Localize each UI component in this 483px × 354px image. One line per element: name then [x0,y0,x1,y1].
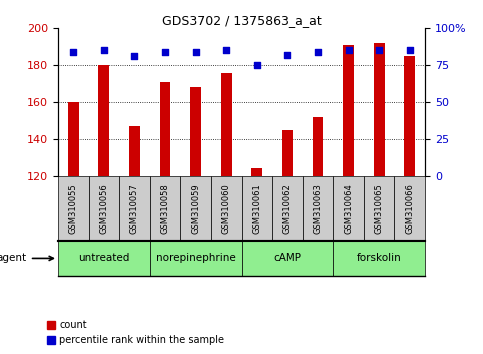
Bar [180,176,211,241]
Text: GSM310064: GSM310064 [344,183,353,234]
Text: GSM310059: GSM310059 [191,183,200,234]
Text: GSM310066: GSM310066 [405,183,414,234]
Text: GSM310061: GSM310061 [252,183,261,234]
Text: GSM310060: GSM310060 [222,183,231,234]
Bar [242,176,272,241]
Text: cAMP: cAMP [273,253,301,263]
Text: GSM310058: GSM310058 [160,183,170,234]
Point [314,49,322,55]
Bar [99,65,109,176]
Bar [395,176,425,241]
Bar [242,241,333,276]
Point [284,52,291,58]
Bar [58,241,150,276]
Point [345,48,353,53]
Bar [129,126,140,176]
Bar [333,241,425,276]
Text: GSM310055: GSM310055 [69,183,78,234]
Title: GDS3702 / 1375863_a_at: GDS3702 / 1375863_a_at [162,14,321,27]
Text: GSM310062: GSM310062 [283,183,292,234]
Bar [68,102,79,176]
Point [222,48,230,53]
Bar [364,176,395,241]
Text: forskolin: forskolin [357,253,401,263]
Text: GSM310057: GSM310057 [130,183,139,234]
Text: GSM310063: GSM310063 [313,183,323,234]
Bar [404,56,415,176]
Bar [211,176,242,241]
Bar [221,73,231,176]
Text: GSM310056: GSM310056 [99,183,108,234]
Point [130,53,138,59]
Point [100,48,108,53]
Point [375,48,383,53]
Text: agent: agent [0,253,53,263]
Bar [119,176,150,241]
Text: norepinephrine: norepinephrine [156,253,236,263]
Bar [272,176,303,241]
Bar [58,176,88,241]
Bar [252,169,262,176]
Bar [88,176,119,241]
Bar [150,176,180,241]
Bar [303,176,333,241]
Bar [282,130,293,176]
Bar [190,87,201,176]
Bar [374,43,384,176]
Bar [160,82,170,176]
Text: GSM310065: GSM310065 [375,183,384,234]
Legend: count, percentile rank within the sample: count, percentile rank within the sample [43,316,228,349]
Point [253,62,261,68]
Bar [150,241,242,276]
Bar [343,45,354,176]
Bar [313,117,323,176]
Bar [333,176,364,241]
Point [70,49,77,55]
Text: untreated: untreated [78,253,129,263]
Point [192,49,199,55]
Point [406,48,413,53]
Point [161,49,169,55]
